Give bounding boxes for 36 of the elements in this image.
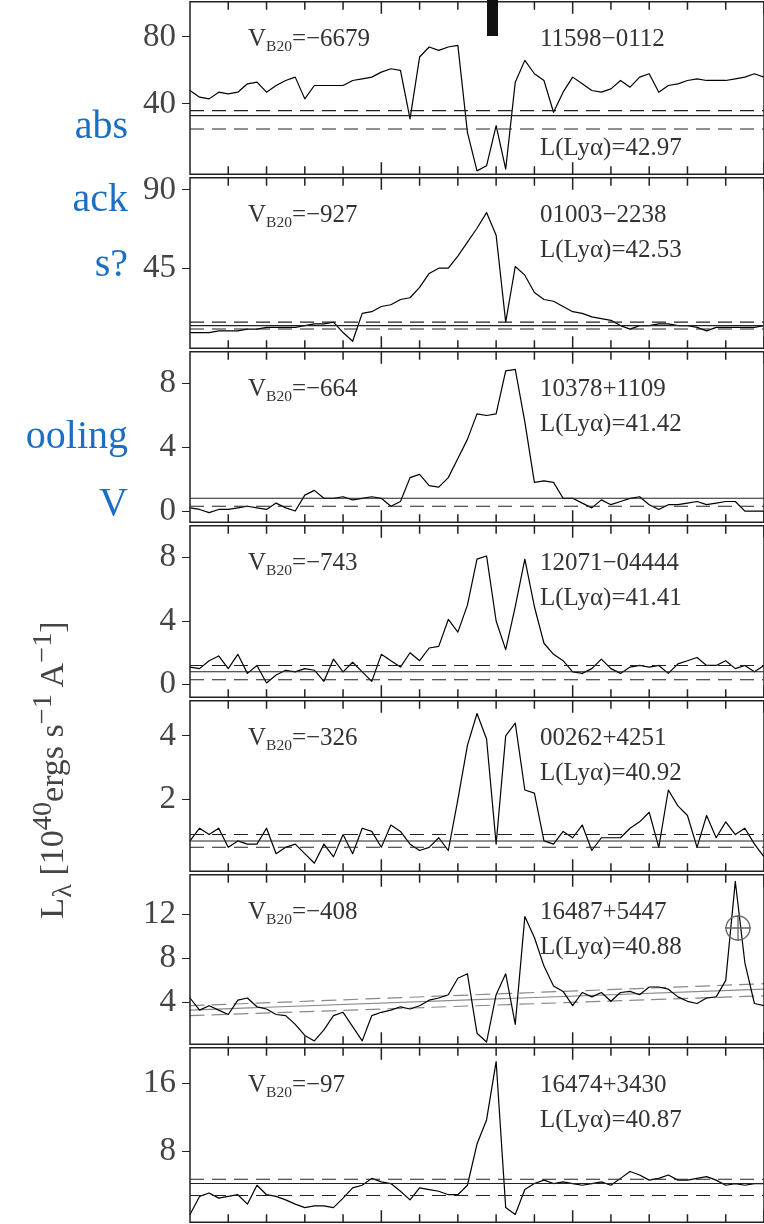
annotation: 16474+3430 [540,1070,667,1098]
annotation: 16487+5447 [540,897,667,925]
y-tick-label: 40 [143,83,176,120]
y-tick-label: 4 [159,600,176,637]
text: ooling [25,412,128,457]
annotation: L(Lyα)=41.42 [540,409,682,438]
y-tick-label: 2 [159,779,176,816]
y-tick-label: 8 [159,938,176,975]
annotation: L(Lyα)=42.97 [540,132,682,161]
y-tick-label: 4 [159,982,176,1019]
text: s? [94,240,128,285]
annotation: 00262+4251 [540,723,667,751]
y-tick-label: 8 [159,363,176,400]
y-tick-label: 0 [159,490,176,527]
y-tick-label: 4 [159,715,176,752]
annotation: L(Lyα)=40.87 [540,1105,682,1134]
text: V [99,479,128,524]
y-tick-label: 90 [143,169,176,206]
annotation: 12071−04444 [540,548,680,576]
text: ack [72,175,128,220]
annotation: L(Lyα)=41.41 [540,583,682,612]
y-tick-label: 8 [159,1131,176,1168]
y-tick-label: 12 [143,894,176,931]
annotation: L(Lyα)=40.92 [540,758,682,787]
annotation: 11598−0112 [540,24,665,52]
y-tick-label: 0 [159,664,176,701]
y-tick-label: 4 [159,427,176,464]
annotation: L(Lyα)=42.53 [540,235,682,264]
annotation: 01003−2238 [540,200,667,228]
y-tick-label: 8 [159,537,176,574]
text: abs [74,102,128,147]
annotation: L(Lyα)=40.88 [540,932,682,961]
annotation: 10378+1109 [540,374,666,402]
y-tick-label: 45 [143,247,176,284]
y-tick-label: 16 [143,1062,176,1099]
y-tick-label: 80 [143,16,176,53]
